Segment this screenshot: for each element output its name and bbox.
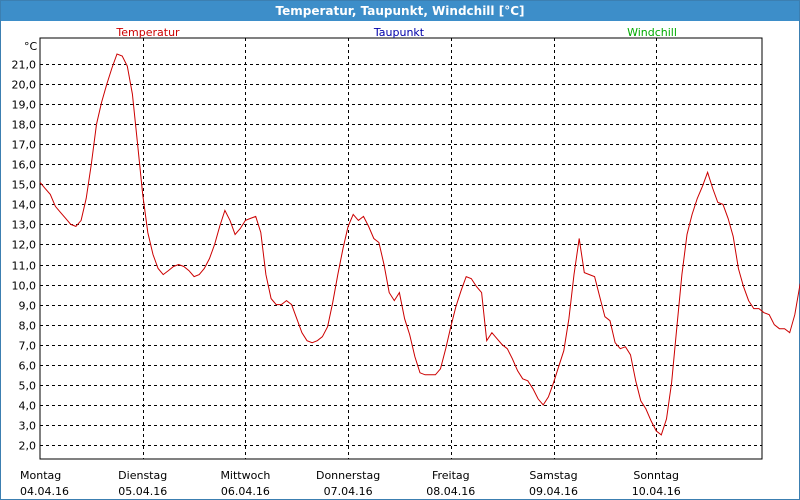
- y-axis-unit: °C: [24, 40, 38, 53]
- y-tick-label: 7,0: [19, 340, 37, 353]
- y-tick-label: 13,0: [12, 219, 37, 232]
- y-tick-label: 18,0: [12, 119, 37, 132]
- legend-label-taupunkt: Taupunkt: [373, 26, 425, 39]
- legend-label-temperatur: Temperatur: [115, 26, 180, 39]
- legend-layer: Temperatur Taupunkt Windchill: [115, 26, 677, 39]
- y-tick-label: 19,0: [12, 99, 37, 112]
- y-tick-label: 4,0: [19, 400, 37, 413]
- x-tick-date: 08.04.16: [426, 485, 475, 498]
- y-tick-label: 11,0: [12, 260, 37, 273]
- window-title: Temperatur, Taupunkt, Windchill [°C]: [1, 1, 799, 21]
- x-tick-day: Montag: [20, 469, 61, 482]
- x-tick-date: 10.04.16: [632, 485, 681, 498]
- grid-layer: [39, 37, 763, 460]
- y-tick-label: 10,0: [12, 280, 37, 293]
- plot-frame: [39, 37, 763, 460]
- y-tick-label: 6,0: [19, 360, 37, 373]
- series-layer: [39, 53, 800, 436]
- x-tick-day: Samstag: [529, 469, 577, 482]
- x-tick-date: 09.04.16: [529, 485, 578, 498]
- axis-layer: 2,0 3,0 4,0 5,0 6,0 7,0 8,0 9,0 10,0 11,0 12,0 13,0…: [12, 40, 681, 498]
- y-tick-label: 3,0: [19, 420, 37, 433]
- legend-label-windchill: Windchill: [627, 26, 677, 39]
- y-tick-label: 8,0: [19, 320, 37, 333]
- x-tick-day: Dienstag: [118, 469, 167, 482]
- x-tick-day: Freitag: [432, 469, 470, 482]
- x-tick-date: 05.04.16: [118, 485, 167, 498]
- series-line-temperatur: [39, 53, 800, 436]
- y-tick-label: 16,0: [12, 159, 37, 172]
- x-tick-day: Mittwoch: [220, 469, 270, 482]
- y-tick-label: 21,0: [12, 59, 37, 72]
- x-tick-date: 04.04.16: [20, 485, 69, 498]
- x-tick-day: Donnerstag: [316, 469, 380, 482]
- y-tick-label: 14,0: [12, 199, 37, 212]
- y-tick-label: 9,0: [19, 300, 37, 313]
- x-tick-day: Sonntag: [633, 469, 679, 482]
- x-tick-date: 06.04.16: [221, 485, 270, 498]
- y-tick-label: 15,0: [12, 179, 37, 192]
- y-tick-label: 5,0: [19, 380, 37, 393]
- y-tick-label: 2,0: [19, 440, 37, 453]
- x-tick-date: 07.04.16: [324, 485, 373, 498]
- y-tick-label: 20,0: [12, 79, 37, 92]
- y-tick-label: 12,0: [12, 239, 37, 252]
- y-tick-label: 17,0: [12, 139, 37, 152]
